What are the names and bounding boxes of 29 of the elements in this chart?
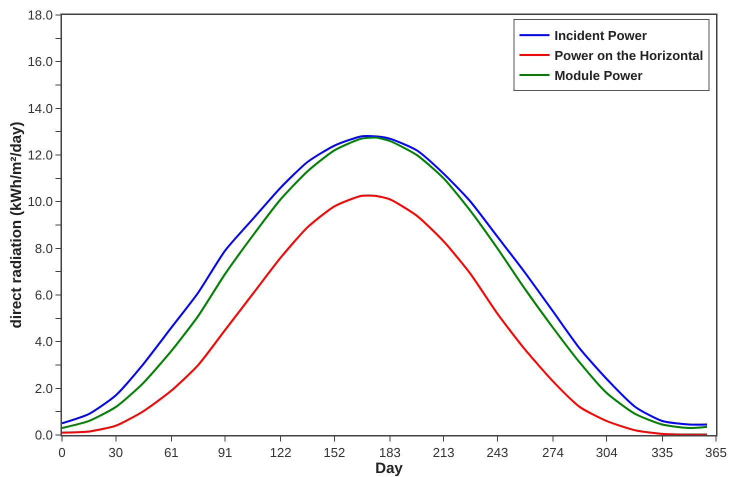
y-tick-label: 18.0 xyxy=(28,8,53,23)
x-tick-label: 335 xyxy=(651,445,674,460)
x-tick-label: 274 xyxy=(542,445,564,460)
legend-label: Module Power xyxy=(554,68,643,84)
x-tick-label: 30 xyxy=(108,445,123,460)
legend-label: Power on the Horizontal xyxy=(554,48,704,64)
line-series xyxy=(62,194,708,435)
y-tick-label: 12.0 xyxy=(28,148,53,163)
x-tick-label: 122 xyxy=(270,445,292,460)
x-tick-label: 243 xyxy=(486,445,508,460)
y-tick-label: 0.0 xyxy=(34,428,53,443)
x-tick-label: 183 xyxy=(379,445,401,460)
y-tick-label: 8.0 xyxy=(34,240,53,256)
x-tick-label: 0 xyxy=(58,445,66,460)
x-tick-label: 365 xyxy=(705,445,727,460)
y-tick-label: 6.0 xyxy=(34,288,53,303)
y-axis-title: direct radiation (kWh/m²/day) xyxy=(8,122,26,328)
x-tick-label: 152 xyxy=(324,445,346,460)
y-tick-label: 10.0 xyxy=(28,194,53,210)
x-axis-title: Day xyxy=(375,460,404,477)
x-tick-label: 61 xyxy=(164,445,179,460)
legend-label: Incident Power xyxy=(554,28,647,44)
y-tick-label: 2.0 xyxy=(34,380,53,396)
x-tick-label: 213 xyxy=(432,445,454,460)
x-tick-label: 91 xyxy=(218,445,232,460)
x-tick-label: 304 xyxy=(596,445,618,460)
y-tick-label: 16.0 xyxy=(28,54,53,70)
y-tick-label: 14.0 xyxy=(28,100,53,116)
y-tick-label: 4.0 xyxy=(34,334,53,350)
